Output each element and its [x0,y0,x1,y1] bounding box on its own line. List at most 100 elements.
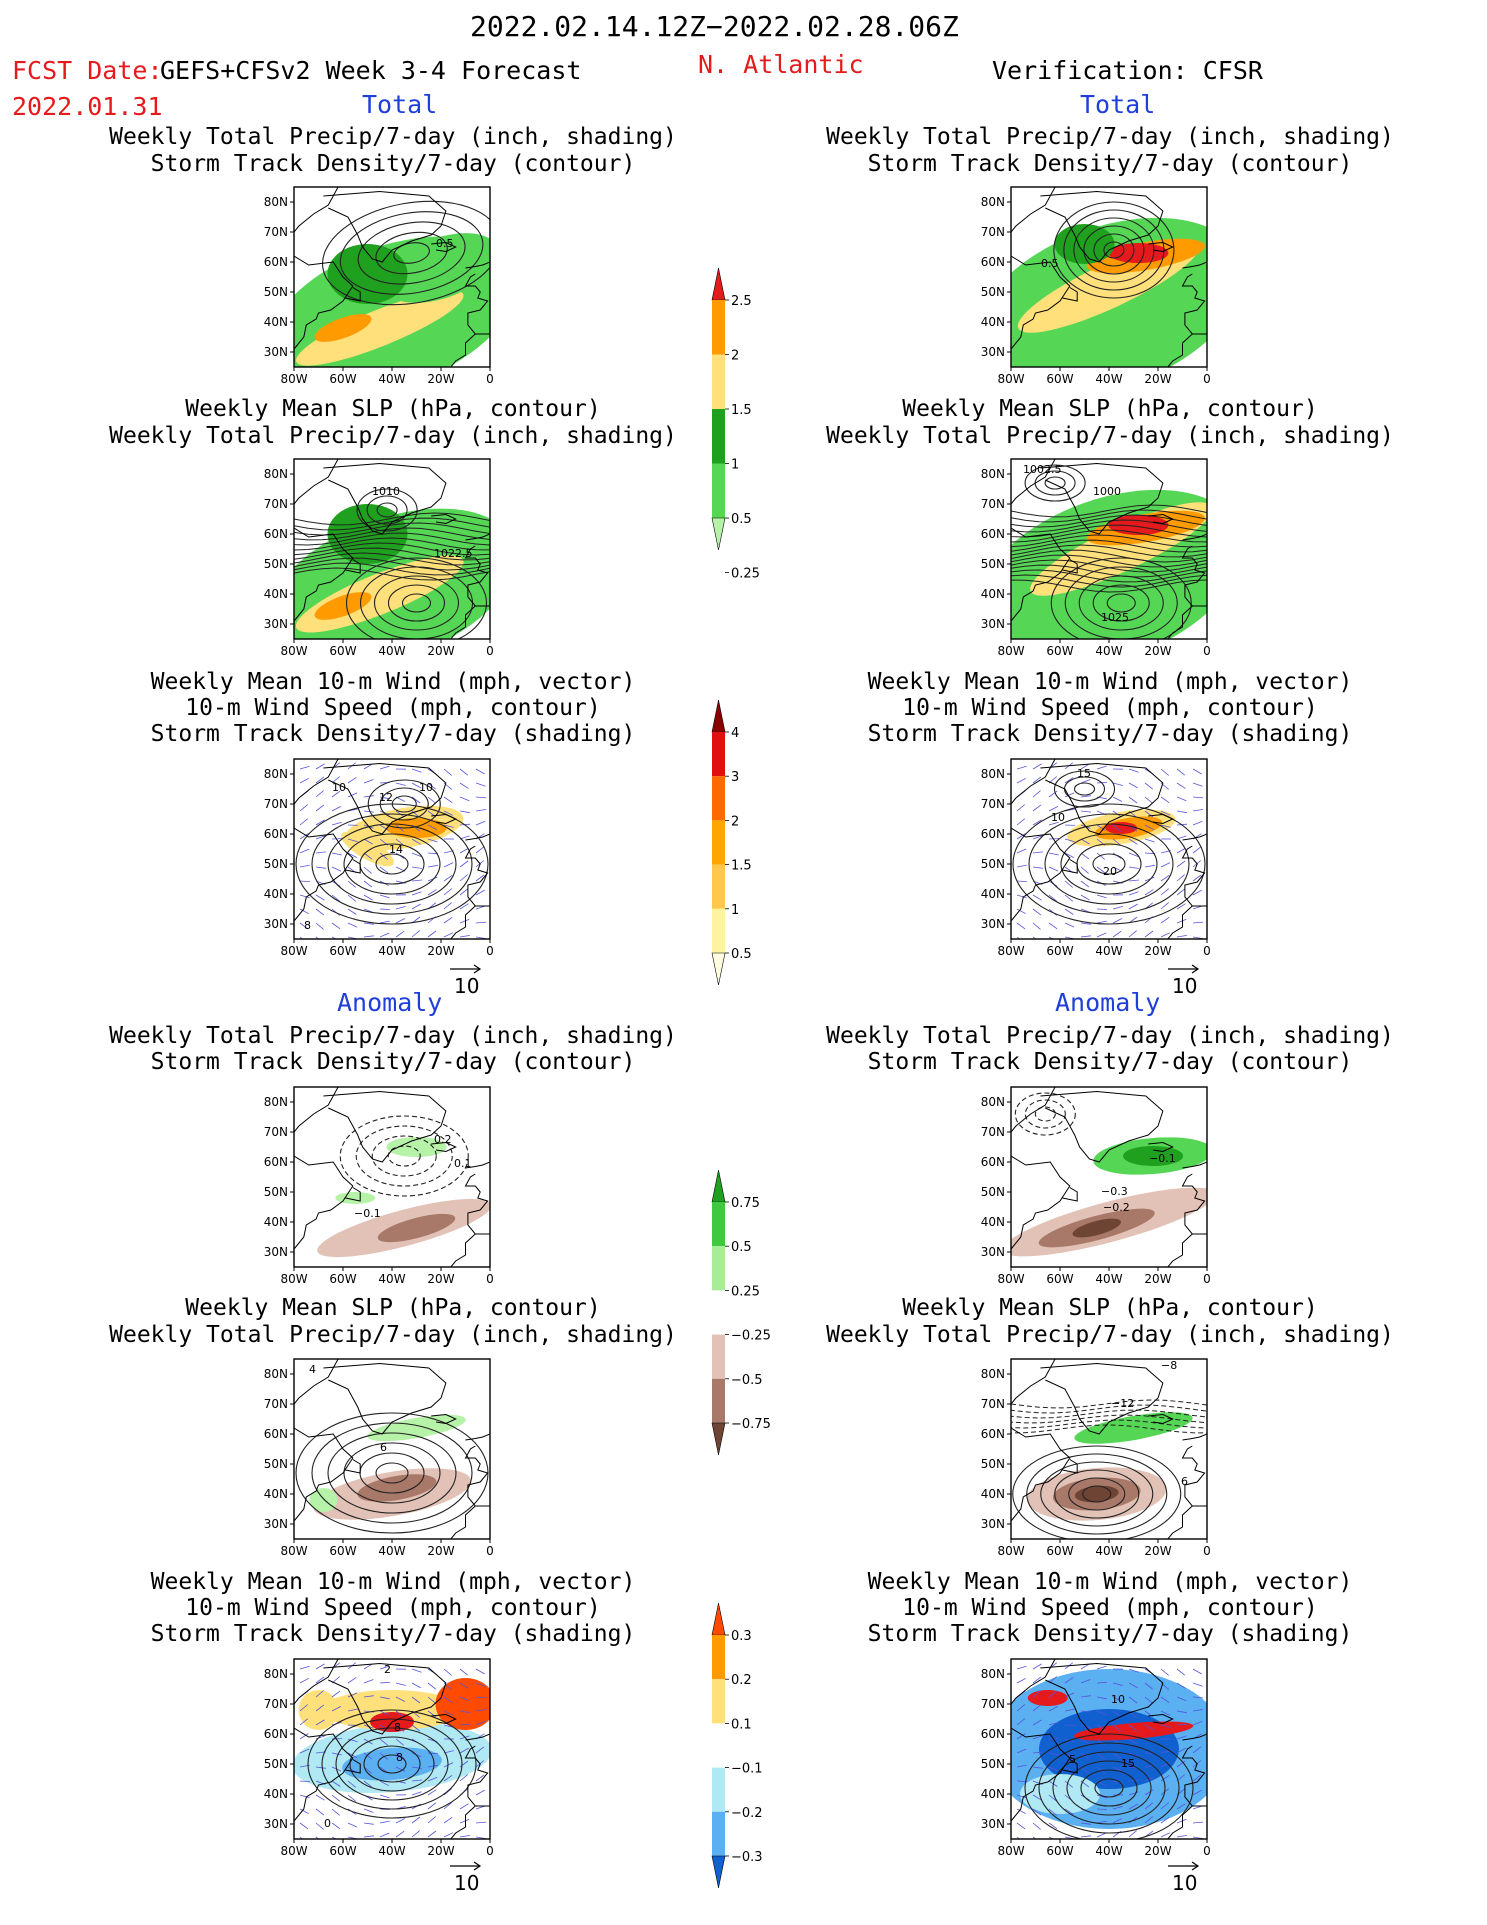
wind-vector [299,777,309,784]
colorbar-segment [712,1767,725,1812]
wind-vector [1192,1789,1202,1796]
coastline [1011,827,1071,922]
lon-tick-label: 60W [329,944,356,958]
wind-vector [1080,795,1091,798]
contour-line [1011,579,1207,593]
lon-tick-label: 80W [280,372,307,386]
wind-vector [1112,1710,1122,1718]
contour-line [1060,833,1158,895]
lat-tick-label: 40N [981,1787,1005,1801]
wind-vector [459,1723,471,1726]
coastline [431,1713,457,1725]
contour-line [321,200,490,306]
wind-vector [347,808,358,812]
wind-vector [1128,1724,1138,1732]
lat-tick-label: 30N [981,917,1005,931]
shading-region [1074,1485,1119,1503]
contour-line [339,211,484,295]
wind-vector [299,765,310,770]
wind-vector [459,1818,470,1824]
wind-vector [1144,782,1154,790]
wind-vector [459,768,469,776]
wind-vector [1176,1682,1186,1689]
wind-vector [1016,1764,1027,1768]
wind-vector [475,796,487,799]
wind-vector [1032,1794,1042,1801]
panel-title-line: Storm Track Density/7-day (contour) [867,1049,1353,1075]
wind-vector [1048,866,1059,872]
wind-vector [1176,935,1187,938]
wind-vector [299,1733,309,1740]
wind-vector [443,1832,454,1838]
wind-vector [1048,852,1059,856]
shading-region [296,290,464,366]
wind-vector [427,1776,438,1782]
coastline [1181,1733,1207,1807]
wind-vector [1016,922,1026,930]
wind-vector [299,880,311,882]
wind-vector [1112,930,1122,938]
contour-line [294,557,490,571]
contour-line [1094,1778,1124,1798]
wind-vector [347,1794,357,1802]
lat-tick-label: 40N [264,1787,288,1801]
wind-vector [315,790,324,798]
lon-tick-label: 40W [1095,1844,1122,1858]
lat-tick-label: 50N [981,557,1005,571]
wind-vector [1032,1719,1042,1726]
panel-title-line: Weekly Mean SLP (hPa, contour) [185,396,601,422]
wind-vector [1128,1830,1137,1838]
coastline [1062,559,1078,574]
contour-label: 12 [379,791,393,804]
lat-tick-label: 60N [264,255,288,269]
lon-tick-label: 80W [280,1272,307,1286]
wind-vector [1064,1752,1075,1758]
wind-vector [1080,908,1091,913]
wind-vector [1176,1760,1186,1768]
wind-vector [1016,804,1025,812]
coastline [450,333,490,367]
contour-label: 0.2 [434,1133,452,1146]
wind-vector [1016,908,1026,915]
lon-tick-label: 20W [427,1844,454,1858]
map-svg: 1010 1022.5 80N 70N 60N 50N 40N 30N 80W 60W 40W 20W… [264,458,494,658]
map-panel-p1: 0.5 80N 70N 60N 50N 40N 30N 80W 60W 40W 20W 0 [249,177,505,397]
contour-label: 1002.5 [1023,463,1062,476]
wind-vector [427,824,437,831]
wind-vector [331,922,341,930]
contour-line [1044,476,1066,490]
wind-vector [1176,1835,1187,1838]
contour-line [294,562,490,576]
wind-vector [1016,1718,1026,1726]
coastline [1011,759,1056,805]
colorbar-svg: 0.75 0.5 0.25 −0.25 −0.5 −0.75 [711,1169,771,1456]
wind-vector [1144,852,1156,855]
shading-region [435,1678,490,1730]
wind-vector [1016,894,1027,899]
lat-tick-label: 80N [981,767,1005,781]
wind-vector [363,880,373,888]
wind-vector [331,1822,341,1830]
wind-vector [475,1720,486,1726]
lon-tick-label: 80W [280,944,307,958]
colorbar-label: 4 [731,726,739,741]
lat-tick-label: 30N [981,617,1005,631]
coastline [294,1087,339,1133]
colorbar-segment [712,864,725,909]
wind-vector [1128,891,1139,896]
wind-vector [299,833,309,840]
wind-vector [1112,1696,1123,1702]
shading-region [1074,1412,1193,1444]
lat-tick-label: 40N [981,1487,1005,1501]
shading-region [1020,1774,1100,1814]
wind-vector [1080,1738,1090,1745]
contour-line [357,221,466,285]
contour-line [1011,1399,1207,1409]
coastline [1011,1659,1056,1705]
colorbar-segment [712,1679,725,1724]
wind-vector [379,1738,389,1746]
wind-vector [1096,1832,1107,1838]
wind-vector [315,1822,324,1830]
colorbar-segment [712,354,725,409]
wind-vector [299,848,310,854]
